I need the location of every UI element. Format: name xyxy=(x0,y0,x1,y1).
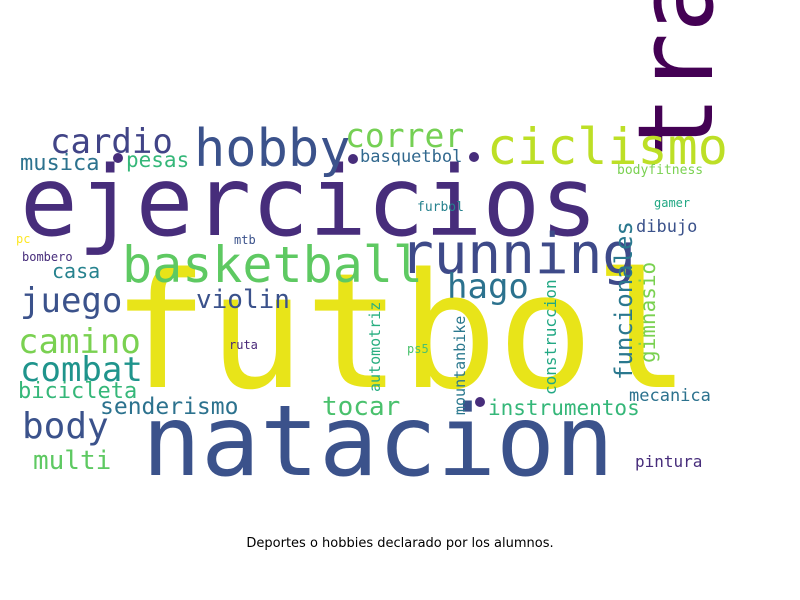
cloud-word: furbol xyxy=(417,200,464,215)
cloud-word: musica xyxy=(20,151,99,176)
cloud-word: ruta xyxy=(229,338,258,352)
stray-dots xyxy=(113,152,485,407)
cloud-word: pesas xyxy=(126,148,189,172)
cloud-word: ps5 xyxy=(407,342,429,356)
dot xyxy=(113,153,123,163)
cloud-word: basquetbol xyxy=(360,147,462,167)
cloud-word: mecanica xyxy=(629,386,711,406)
cloud-word: juego xyxy=(20,281,122,321)
cloud-word: dibujo xyxy=(636,217,697,237)
cloud-word: basketball xyxy=(122,236,423,294)
cloud-word: hobby xyxy=(194,119,351,179)
cloud-word: pintura xyxy=(635,452,702,471)
cloud-word: body xyxy=(22,406,109,447)
cloud-word: casa xyxy=(52,259,100,283)
cloud-word: instrumentos xyxy=(488,396,640,420)
cloud-word: running xyxy=(400,222,636,287)
figure-caption: Deportes o hobbies declarado por los alu… xyxy=(246,536,554,551)
cloud-word: correr xyxy=(345,116,464,155)
cloud-word: camino xyxy=(18,322,141,362)
cloud-word: combat xyxy=(20,350,143,390)
cloud-word: funcionales xyxy=(610,221,638,380)
dot xyxy=(475,397,485,407)
cloud-word: tocar xyxy=(322,392,400,422)
cloud-word: futbol xyxy=(112,238,690,425)
cloud-word: automotriz xyxy=(366,302,384,392)
cloud-word: senderismo xyxy=(100,394,238,420)
cloud-word: bombero xyxy=(22,250,73,264)
cloud-word: ejercicios xyxy=(20,146,598,258)
cloud-word: bicicleta xyxy=(18,379,137,404)
cloud-word: ciclismo xyxy=(487,118,728,176)
cloud-word: gamer xyxy=(654,196,690,210)
dot xyxy=(348,154,358,164)
cloud-word: violin xyxy=(196,285,290,315)
dot xyxy=(469,152,479,162)
cloud-word: pc xyxy=(16,232,30,246)
cloud-word: gimnasio xyxy=(636,262,660,363)
cloud-word: cardio xyxy=(50,122,173,162)
cloud-word: mtb xyxy=(234,233,256,247)
cloud-word: mountanbike xyxy=(451,316,469,415)
cloud-word: bodyfitness xyxy=(617,163,703,178)
cloud-word: construccion xyxy=(541,279,560,395)
cloud-word: natacion xyxy=(142,385,614,499)
cloud-word: multi xyxy=(33,446,111,476)
cloud-word: trail xyxy=(615,0,737,158)
cloud-word: hago xyxy=(447,267,529,307)
